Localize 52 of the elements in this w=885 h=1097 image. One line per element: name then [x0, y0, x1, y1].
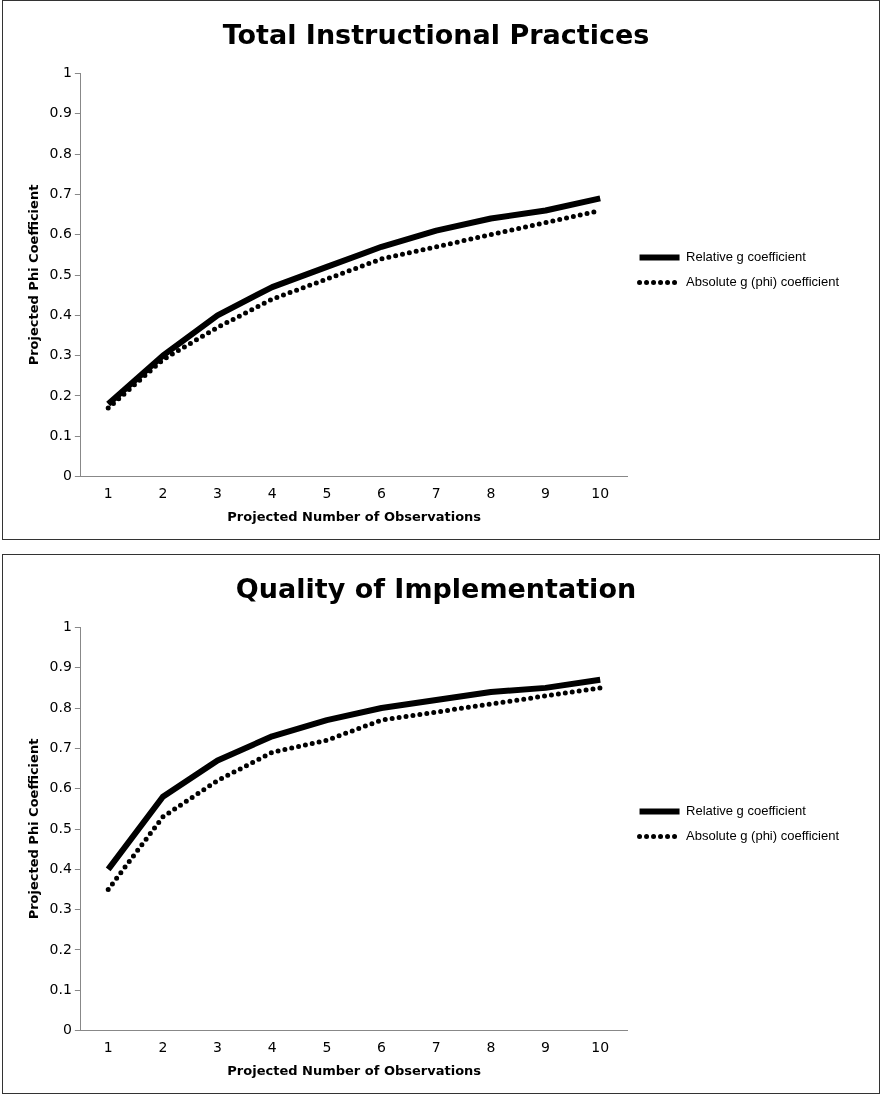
- y-tick-label: 0.6: [49, 779, 72, 796]
- y-tick-label: 0.1: [49, 426, 72, 443]
- legend-label: Relative g coefficient: [686, 249, 807, 265]
- y-tick-label: 0.2: [49, 386, 72, 403]
- y-tick-label: 0.3: [49, 900, 72, 917]
- x-tick-label: 7: [431, 484, 441, 501]
- x-tick-label: 6: [377, 1038, 387, 1055]
- x-tick-label: 10: [591, 1038, 610, 1055]
- x-tick-label: 1: [103, 484, 113, 501]
- y-tick-label: 0.5: [49, 819, 72, 836]
- y-tick-label: 0.9: [49, 658, 72, 675]
- y-tick-label: 0.6: [49, 225, 72, 242]
- x-tick-label: 8: [486, 484, 496, 501]
- chart-title: Total Instructional Practices: [222, 19, 650, 51]
- y-tick-label: 0.7: [49, 739, 72, 755]
- y-tick-label: 0: [62, 467, 72, 484]
- x-tick-label: 9: [541, 1038, 550, 1055]
- x-tick-label: 4: [267, 484, 277, 501]
- y-tick-label: 0.5: [49, 265, 72, 282]
- x-tick-label: 7: [431, 1038, 441, 1055]
- x-tick-label: 3: [213, 1038, 222, 1055]
- y-axis-title: Projected Phi Coefficient: [26, 184, 42, 366]
- x-axis-title: Projected Number of Observations: [227, 508, 482, 524]
- y-tick-label: 0.9: [49, 104, 72, 121]
- chart-title: Quality of Implementation: [235, 573, 637, 605]
- x-tick-label: 1: [103, 1038, 113, 1055]
- x-tick-label: 9: [541, 484, 550, 501]
- y-tick-label: 1: [62, 618, 72, 635]
- x-tick-label: 10: [591, 484, 610, 501]
- x-tick-label: 4: [267, 1038, 277, 1055]
- y-tick-label: 0.4: [49, 305, 72, 322]
- y-axis-title: Projected Phi Coefficient: [26, 738, 42, 920]
- x-tick-label: 2: [158, 484, 168, 501]
- y-tick-label: 0: [62, 1021, 72, 1038]
- x-tick-label: 5: [322, 1038, 332, 1055]
- x-tick-label: 5: [322, 484, 332, 501]
- y-tick-label: 0.3: [49, 346, 72, 363]
- y-tick-label: 0.8: [49, 144, 72, 161]
- y-tick-label: 0.7: [49, 185, 72, 201]
- legend-label: Absolute g (phi) coefficient: [686, 274, 840, 290]
- legend-label: Relative g coefficient: [686, 803, 807, 819]
- y-tick-label: 0.4: [49, 859, 72, 876]
- x-tick-label: 6: [377, 484, 387, 501]
- legend-label: Absolute g (phi) coefficient: [686, 828, 840, 844]
- x-tick-label: 2: [158, 1038, 168, 1055]
- y-tick-label: 0.1: [49, 980, 72, 997]
- y-tick-label: 0.2: [49, 940, 72, 957]
- x-axis-title: Projected Number of Observations: [227, 1062, 482, 1078]
- x-tick-label: 8: [486, 1038, 496, 1055]
- y-tick-label: 0.8: [49, 698, 72, 715]
- y-tick-label: 1: [62, 64, 72, 81]
- x-tick-label: 3: [213, 484, 222, 501]
